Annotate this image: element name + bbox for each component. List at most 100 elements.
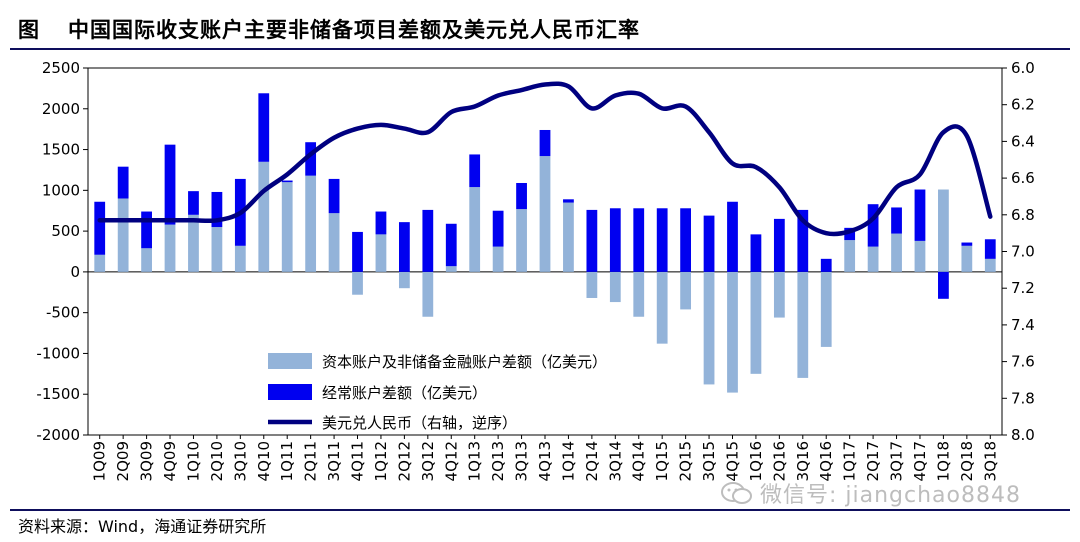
legend-swatch-capital [268, 353, 312, 369]
source-note: 资料来源：Wind，海通证券研究所 [18, 517, 267, 536]
x-tick-label: 2Q14 [583, 441, 601, 481]
y-right-tick-label: 6.8 [1011, 206, 1035, 224]
current-account-bar [844, 227, 856, 241]
capital-account-bar [492, 246, 504, 272]
capital-account-bar [867, 246, 879, 272]
y-right-tick-label: 7.8 [1011, 389, 1035, 407]
capital-account-bar [797, 271, 809, 378]
capital-account-bar [469, 187, 481, 272]
current-account-bar [891, 207, 902, 234]
capital-account-bar [914, 240, 926, 272]
current-account-bar [797, 209, 809, 272]
current-account-bar [281, 180, 293, 183]
legend-label: 美元兑人民币（右轴，逆序） [322, 414, 517, 432]
x-tick-label: 1Q12 [372, 441, 390, 481]
capital-account-bar [258, 161, 270, 272]
y-left-tick-label: -2000 [36, 426, 80, 444]
capital-account-bar [141, 248, 152, 272]
capital-account-bar [820, 271, 832, 347]
current-account-bar [141, 211, 152, 249]
current-account-bar [633, 208, 645, 272]
x-tick-label: 1Q11 [278, 441, 296, 481]
chart-axes: 2500 2000 1500 1000 500 0 -500 -1000 -1500 -2000 6… [36, 59, 1034, 481]
x-tick-label: 2Q11 [302, 441, 320, 481]
x-tick-label: 3Q18 [981, 441, 999, 481]
x-tick-label: 1Q14 [559, 441, 577, 481]
y-left-tick-label: 1000 [42, 181, 80, 199]
current-account-bar [680, 208, 692, 272]
y-left-tick-label: 500 [51, 222, 80, 240]
current-account-bar [352, 231, 363, 272]
current-account-bar [422, 209, 434, 272]
current-account-bar [164, 144, 176, 225]
x-tick-label: 4Q16 [817, 441, 835, 481]
title-divider [10, 48, 1070, 50]
figure-label: 图 [18, 18, 40, 42]
x-tick-label: 2Q16 [770, 441, 788, 481]
y-right-tick-label: 7.2 [1011, 279, 1035, 297]
current-account-bar [820, 258, 832, 272]
capital-account-bar [328, 213, 340, 272]
x-tick-label: 1Q16 [747, 441, 765, 481]
capital-account-bar [516, 209, 527, 272]
current-account-bar [188, 191, 199, 215]
x-tick-label: 3Q09 [138, 441, 156, 481]
current-account-bar [727, 201, 738, 272]
capital-account-bar [750, 271, 762, 374]
y-right-tick-label: 7.4 [1011, 316, 1035, 334]
wechat-icon [721, 482, 752, 504]
capital-account-bar [773, 271, 785, 318]
x-tick-label: 2Q15 [677, 441, 695, 481]
capital-account-bar [938, 189, 949, 272]
x-tick-label: 1Q13 [466, 441, 484, 481]
capital-account-bar [703, 271, 715, 385]
current-account-bar [984, 239, 996, 259]
watermark-text: 微信号: jiangchao8848 [760, 483, 1021, 508]
legend: 资本账户及非储备金融账户差额（亿美元） 经常账户差额（亿美元） 美元兑人民币（右轴，… [268, 353, 607, 432]
capital-account-bar [234, 245, 246, 272]
x-tick-label: 2Q12 [395, 441, 413, 481]
x-tick-label: 4Q15 [723, 441, 741, 481]
x-tick-label: 4Q10 [255, 441, 273, 481]
current-account-bar [211, 191, 223, 228]
current-account-bar [656, 208, 668, 272]
current-account-bar [398, 222, 410, 272]
figure-title: 图 中国国际收支账户主要非储备项目差额及美元兑人民币汇率 [18, 14, 1068, 44]
y-left-tick-label: 1500 [42, 141, 80, 159]
current-account-bar [516, 182, 527, 210]
y-right-tick-label: 6.0 [1011, 59, 1035, 77]
x-tick-label: 4Q17 [911, 441, 929, 481]
y-right-tick-label: 6.2 [1011, 96, 1035, 114]
current-account-bar [117, 166, 129, 199]
capital-account-bar [539, 156, 551, 272]
y-right-tick-label: 7.6 [1011, 353, 1035, 371]
current-account-bar [375, 211, 387, 235]
x-tick-label: 1Q10 [184, 441, 202, 481]
current-account-bar [961, 242, 973, 246]
x-tick-label: 2Q18 [958, 441, 976, 481]
y-right-tick-label: 7.0 [1011, 243, 1035, 261]
capital-account-bar [961, 245, 973, 272]
x-tick-label: 2Q10 [208, 441, 226, 481]
x-tick-label: 4Q14 [630, 441, 648, 481]
capital-account-bar [117, 198, 129, 272]
x-tick-label: 2Q09 [114, 441, 132, 481]
current-account-bar [94, 201, 106, 255]
capital-account-bars [94, 156, 996, 393]
y-left-tick-label: -500 [46, 304, 80, 322]
current-account-bar [445, 223, 457, 267]
capital-account-bar [633, 271, 645, 317]
capital-account-bar [375, 234, 387, 272]
capital-account-bar [891, 233, 902, 272]
x-tick-label: 1Q09 [91, 441, 109, 481]
wechat-watermark: 微信号: jiangchao8848 [720, 477, 1021, 509]
current-account-bar [914, 189, 926, 241]
capital-account-bar [445, 266, 457, 272]
x-tick-label: 3Q17 [888, 441, 906, 481]
x-tick-label: 3Q11 [325, 441, 343, 481]
y-right-tick-label: 6.6 [1011, 169, 1035, 187]
current-account-bar [750, 234, 762, 272]
current-account-bar [539, 129, 551, 157]
x-tick-label: 4Q09 [161, 441, 179, 481]
capital-account-bar [656, 271, 668, 344]
